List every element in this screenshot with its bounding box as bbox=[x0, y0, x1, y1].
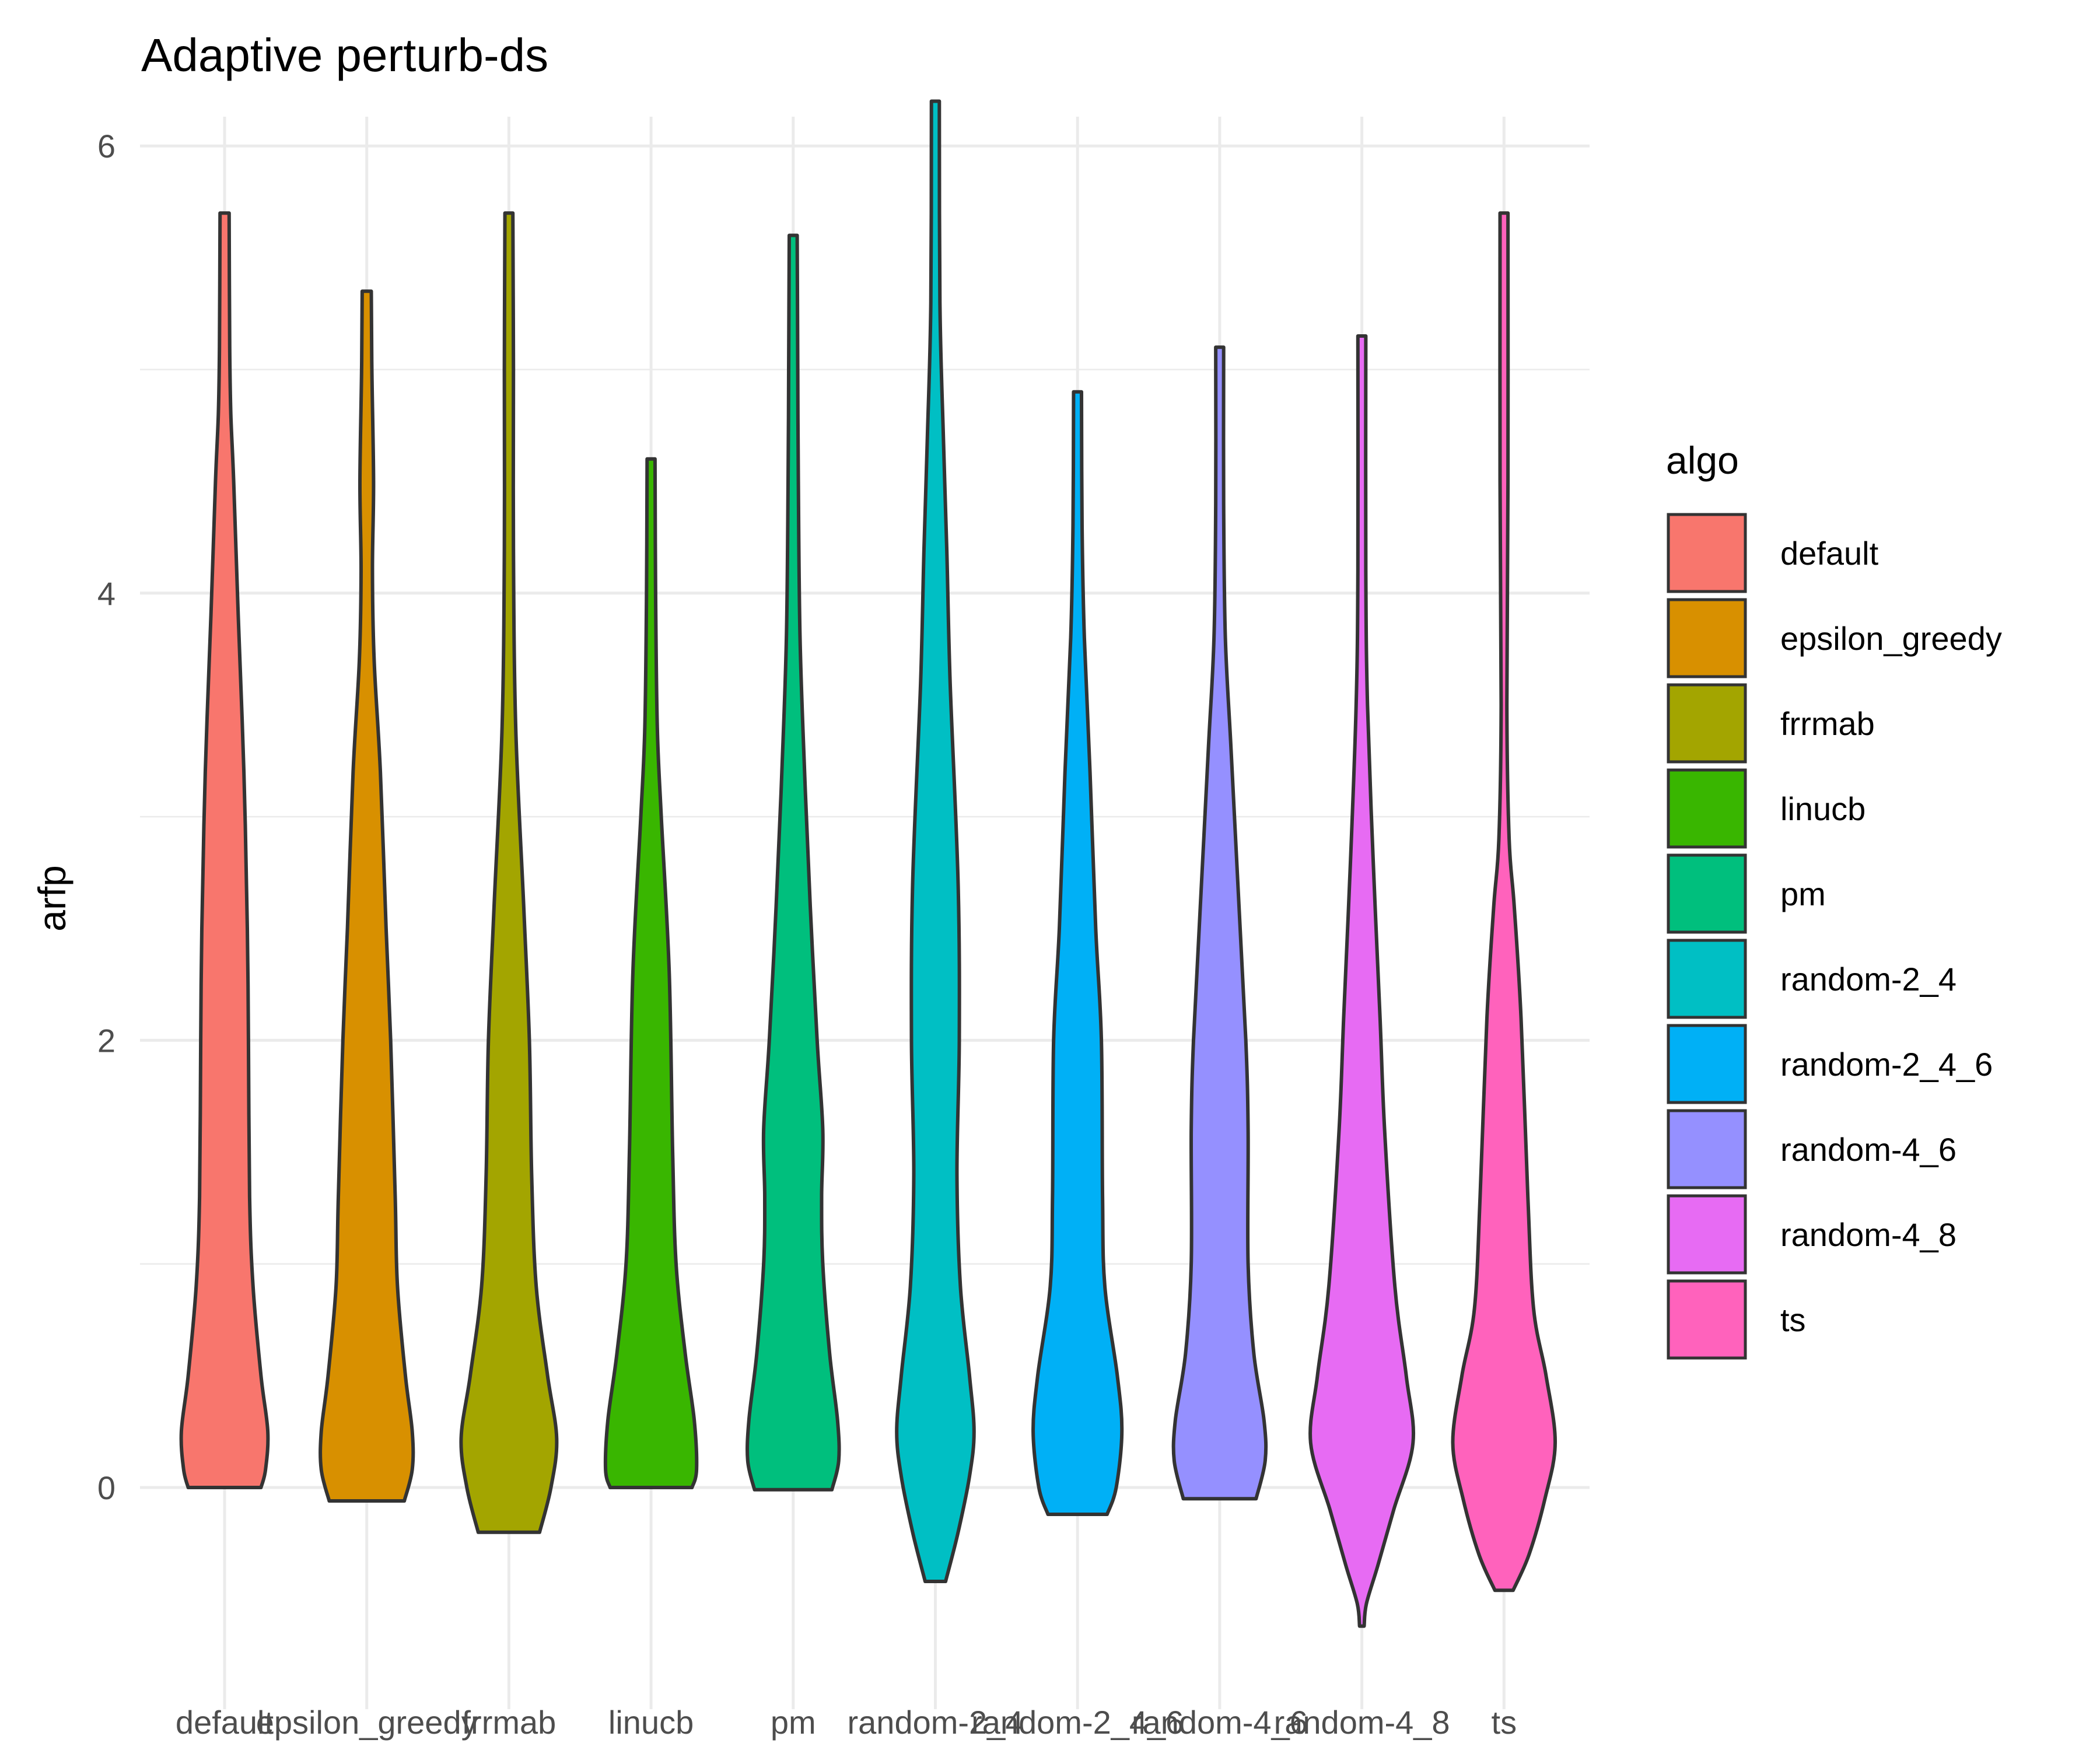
x-tick-label: random-2_4_6 bbox=[971, 1704, 1184, 1741]
x-tick-label: frrmab bbox=[462, 1704, 556, 1741]
x-tick-label: epsilon_greedy bbox=[256, 1704, 478, 1741]
y-tick-label: 4 bbox=[97, 575, 116, 612]
legend-item-epsilon_greedy: epsilon_greedy bbox=[1667, 598, 2002, 678]
x-tick-label: random-4_8 bbox=[1274, 1704, 1450, 1741]
legend-item-ts: ts bbox=[1667, 1279, 1806, 1360]
x-tick-label: ts bbox=[1492, 1704, 1517, 1741]
violin-random-4_8 bbox=[1308, 334, 1416, 1628]
violin-default bbox=[179, 211, 270, 1489]
violin-frrmab bbox=[459, 211, 559, 1534]
legend-label: random-2_4_6 bbox=[1780, 1046, 1993, 1083]
legend-label: random-2_4 bbox=[1780, 961, 1957, 998]
legend-item-linucb: linucb bbox=[1667, 768, 1866, 849]
legend-key bbox=[1667, 1279, 1747, 1360]
legend-item-random-2_4: random-2_4 bbox=[1667, 939, 1957, 1019]
violin-epsilon_greedy bbox=[318, 289, 415, 1503]
violin-random-4_6 bbox=[1171, 345, 1268, 1501]
legend-key bbox=[1667, 598, 1747, 678]
legend-key bbox=[1667, 939, 1747, 1019]
violin-pm bbox=[746, 233, 841, 1492]
x-tick-label: random-2_4 bbox=[848, 1704, 1024, 1741]
legend-label: default bbox=[1780, 535, 1879, 572]
legend-item-pm: pm bbox=[1667, 853, 1826, 934]
x-tick-label: linucb bbox=[608, 1704, 694, 1741]
violin-ts bbox=[1451, 211, 1558, 1592]
x-tick-label: default bbox=[176, 1704, 274, 1741]
legend-label: epsilon_greedy bbox=[1780, 620, 2002, 657]
y-tick-label: 2 bbox=[97, 1022, 116, 1059]
legend-label: ts bbox=[1780, 1301, 1806, 1338]
violin-random-2_4_6 bbox=[1031, 390, 1124, 1516]
violin-linucb bbox=[603, 457, 699, 1489]
x-tick-label: pm bbox=[771, 1704, 816, 1741]
legend-label: linucb bbox=[1780, 790, 1866, 827]
legend-key bbox=[1667, 683, 1747, 764]
violins bbox=[179, 99, 1558, 1628]
legend-title: algo bbox=[1666, 439, 1739, 482]
violin-random-2_4 bbox=[895, 99, 976, 1583]
legend-item-frrmab: frrmab bbox=[1667, 683, 1875, 764]
legend-item-random-4_6: random-4_6 bbox=[1667, 1109, 1957, 1189]
legend-key bbox=[1667, 853, 1747, 934]
legend-key bbox=[1667, 1109, 1747, 1189]
y-tick-label: 0 bbox=[97, 1469, 116, 1506]
legend-key bbox=[1667, 513, 1747, 593]
legend-key bbox=[1667, 1194, 1747, 1275]
legend-label: random-4_6 bbox=[1780, 1131, 1957, 1168]
legend-key bbox=[1667, 768, 1747, 849]
legend-label: frrmab bbox=[1780, 705, 1875, 742]
legend-label: pm bbox=[1780, 876, 1826, 912]
legend-label: random-4_8 bbox=[1780, 1216, 1957, 1253]
chart-title: Adaptive perturb-ds bbox=[141, 29, 548, 81]
y-axis-ticks: 0 2 4 6 bbox=[97, 128, 116, 1506]
legend-item-default: default bbox=[1667, 513, 1879, 593]
x-tick-label: random-4_6 bbox=[1132, 1704, 1308, 1741]
y-axis-title: arfp bbox=[30, 865, 74, 932]
legend-item-random-2_4_6: random-2_4_6 bbox=[1667, 1024, 1993, 1104]
legend-item-random-4_8: random-4_8 bbox=[1667, 1194, 1957, 1275]
legend-key bbox=[1667, 1024, 1747, 1104]
y-tick-label: 6 bbox=[97, 128, 116, 164]
